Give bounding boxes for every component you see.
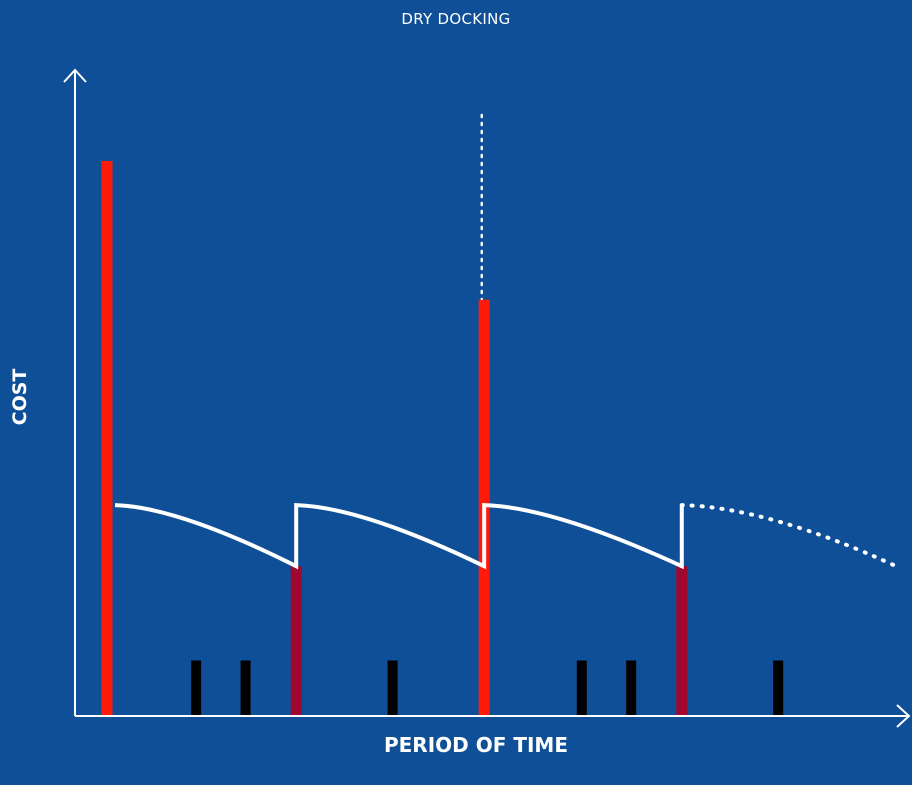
y-axis-arrowhead [63, 68, 87, 83]
routine-cost-bar [773, 660, 784, 716]
x-axis-label: PERIOD OF TIME [383, 733, 568, 757]
dry-docking-label: DRY DOCKING [401, 10, 511, 28]
routine-cost-bar [240, 660, 251, 716]
dry-docking-cost-bar [101, 161, 113, 716]
y-axis-label: COST [9, 368, 31, 426]
projected-cost-curve [679, 503, 898, 569]
routine-cost-bar [387, 660, 398, 716]
cost-curve [114, 503, 684, 570]
routine-cost-bar [626, 660, 637, 716]
special-cost-bar [676, 566, 688, 716]
routine-cost-bar [191, 660, 202, 716]
special-cost-bar [290, 566, 302, 716]
routine-cost-bar [576, 660, 587, 716]
x-axis-arrowhead [896, 704, 911, 728]
